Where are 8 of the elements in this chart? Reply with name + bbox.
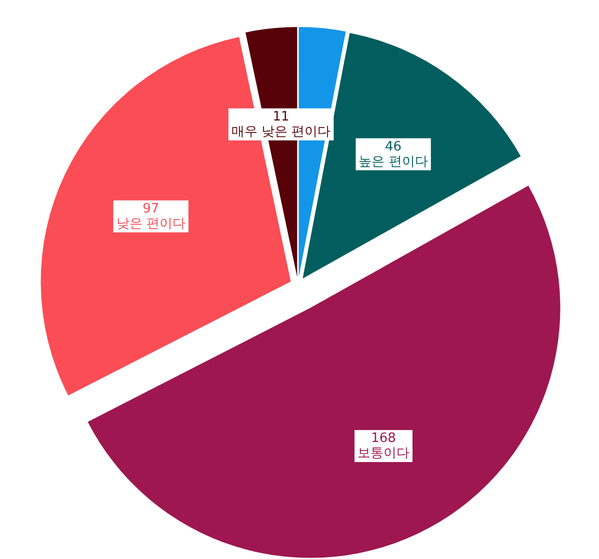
slice-label: 높은 편이다 (358, 154, 428, 170)
data-label: 97 (142, 201, 160, 216)
slice-label: 매우 낮은 편이다 (231, 124, 331, 140)
data-label: 46 (385, 139, 402, 154)
data-label: 168 (371, 431, 396, 446)
slice-label: 보통이다 (358, 446, 410, 462)
data-label: 11 (272, 109, 290, 124)
slice-label: 낮은 편이다 (116, 216, 186, 232)
